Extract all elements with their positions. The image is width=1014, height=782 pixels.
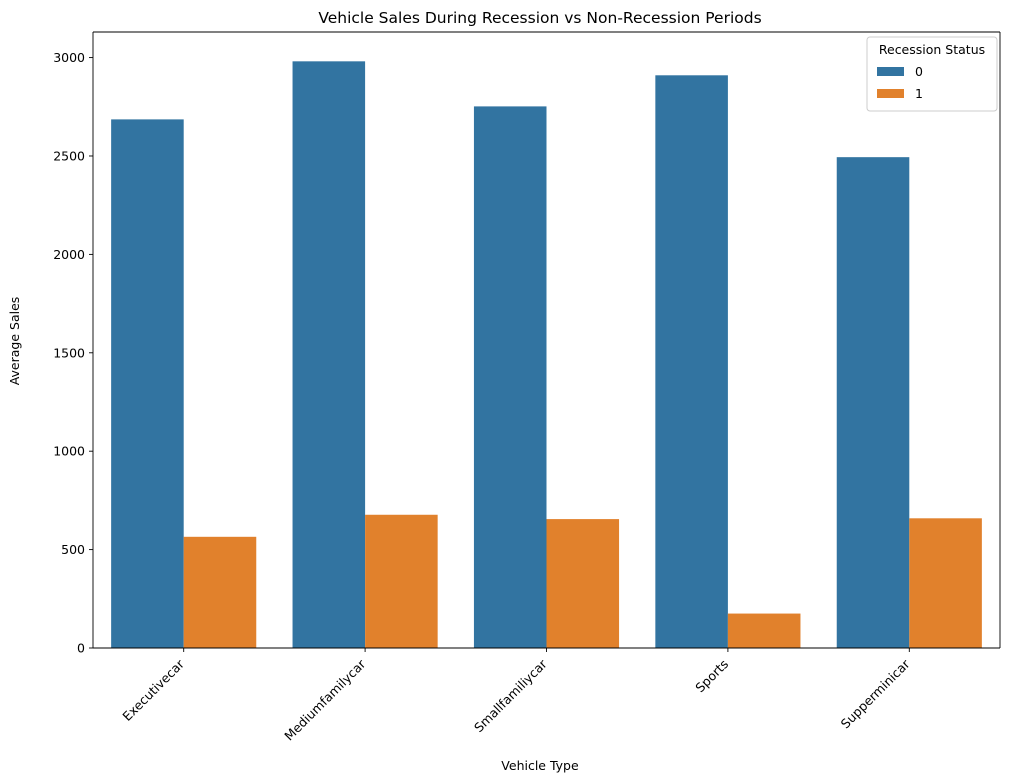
bar-smallfamiliycar-status-1: [546, 519, 620, 648]
y-tick-label: 1000: [53, 444, 85, 459]
legend-swatch-0: [877, 67, 904, 76]
legend: Recession Status 0 1: [866, 36, 998, 112]
bar-mediumfamilycar-status-0: [292, 61, 366, 648]
bar-executivecar-status-0: [111, 119, 184, 648]
y-tick-label: 2500: [53, 148, 85, 163]
y-tick-label: 3000: [53, 50, 85, 65]
legend-label-0: 0: [915, 64, 923, 79]
y-tick-label: 1500: [53, 345, 85, 360]
bar-supperminicar-status-1: [909, 518, 982, 648]
bar-mediumfamilycar-status-1: [365, 514, 438, 648]
bar-executivecar-status-1: [183, 536, 257, 648]
y-axis-label: Average Sales: [7, 297, 22, 386]
legend-title: Recession Status: [879, 42, 985, 57]
x-axis-label: Vehicle Type: [501, 758, 579, 773]
y-tick-label: 0: [77, 641, 85, 656]
chart-title: Vehicle Sales During Recession vs Non-Re…: [318, 9, 761, 27]
bar-smallfamiliycar-status-0: [473, 106, 547, 648]
legend-label-1: 1: [915, 86, 923, 101]
legend-swatch-1: [877, 89, 904, 98]
bar-sports-status-0: [655, 75, 728, 649]
y-tick-label: 2000: [53, 247, 85, 262]
bar-sports-status-1: [727, 613, 801, 648]
y-tick-label: 500: [61, 542, 85, 557]
bar-supperminicar-status-0: [836, 157, 910, 649]
